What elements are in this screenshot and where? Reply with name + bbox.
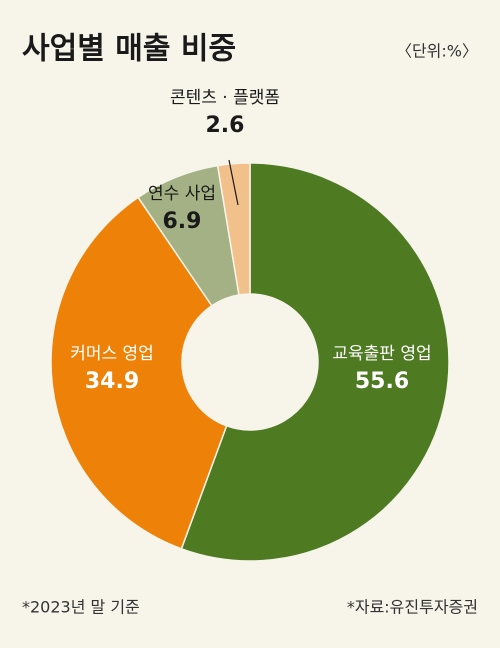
unit-note: 〈단위:%〉 <box>396 42 478 61</box>
source: *자료:유진투자증권 <box>347 598 478 617</box>
slice-label: 콘텐츠 · 플랫폼 <box>170 88 280 108</box>
slice-value: 6.9 <box>163 209 202 234</box>
slice-value: 2.6 <box>206 113 245 138</box>
slice-label: 교육출판 영업 <box>332 344 431 364</box>
slice-label: 연수 사업 <box>148 184 216 204</box>
leader-line <box>228 159 239 206</box>
donut-slice <box>50 196 228 550</box>
chart-title: 사업별 매출 비중 <box>22 32 236 67</box>
donut-slice <box>216 162 251 296</box>
slice-value: 34.9 <box>85 369 139 394</box>
slice-label: 커머스 영업 <box>70 344 154 364</box>
donut-slice <box>180 162 450 562</box>
footnote: *2023년 말 기준 <box>22 598 140 617</box>
slice-value: 55.6 <box>355 369 409 394</box>
